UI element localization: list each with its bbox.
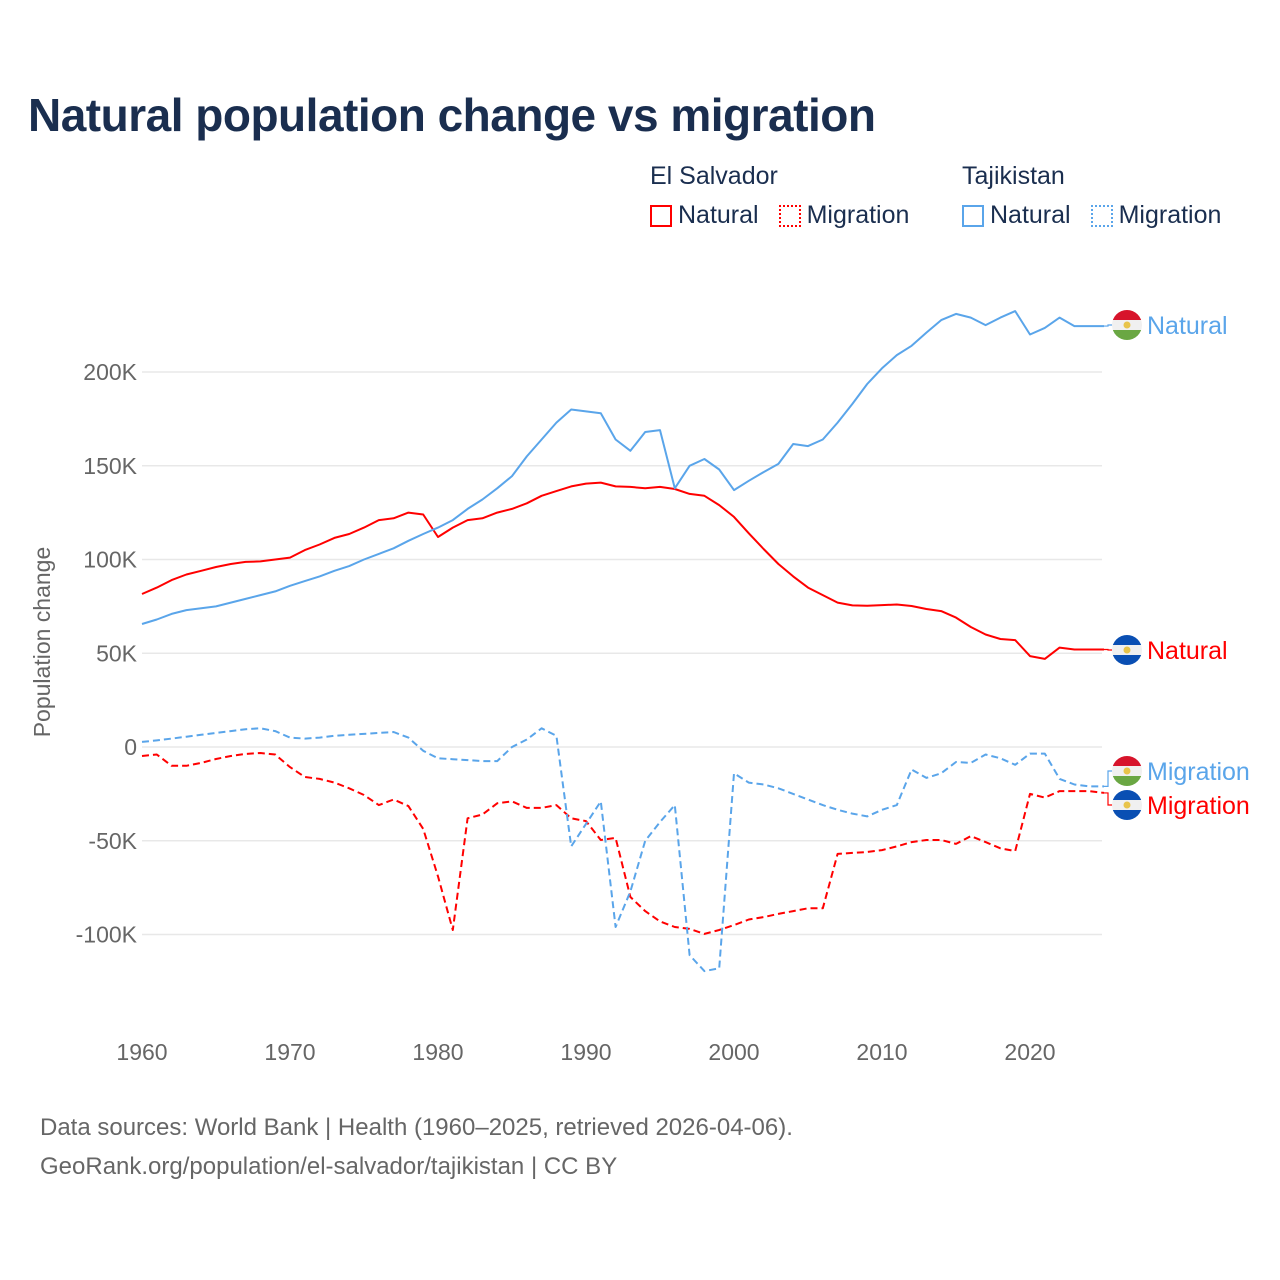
y-tick-label: 100K <box>83 547 137 573</box>
x-tick-label: 2000 <box>708 1039 759 1065</box>
y-tick-label: 0 <box>124 734 137 760</box>
legend-label: Migration <box>806 201 910 229</box>
flag-stripe <box>1112 790 1142 800</box>
flag-emblem <box>1123 801 1131 809</box>
series-line-el-salvador-migration <box>141 752 1105 935</box>
dotted-swatch-icon <box>1090 204 1113 227</box>
end-label: Natural <box>1147 312 1228 340</box>
el-salvador-flag-icon <box>1112 790 1142 820</box>
flag-stripe <box>1112 776 1142 786</box>
legend-label: Natural <box>990 201 1071 229</box>
y-tick-label: 150K <box>83 453 137 479</box>
label-connector <box>1104 770 1112 787</box>
y-tick-label: -50K <box>88 828 137 854</box>
footer: Data sources: World Bank | Health (1960–… <box>40 1108 793 1186</box>
x-tick-label: 1980 <box>412 1039 463 1065</box>
x-tick-label: 2020 <box>1004 1039 1055 1065</box>
flag-stripe <box>1112 635 1142 645</box>
dotted-swatch-icon <box>778 204 801 227</box>
label-connector <box>1104 648 1112 651</box>
tajikistan-flag-icon <box>1112 756 1142 786</box>
x-tick-label: 1990 <box>560 1039 611 1065</box>
flag-stripe <box>1112 756 1142 766</box>
solid-swatch-icon <box>650 204 672 227</box>
tajikistan-flag-icon <box>1112 310 1142 340</box>
series-line-tajikistan-migration <box>141 727 1104 973</box>
legend-item-tj-migration[interactable]: Migration <box>1090 201 1222 230</box>
x-tick-label: 1960 <box>116 1039 167 1065</box>
flag-emblem <box>1123 646 1131 654</box>
flag-stripe <box>1112 655 1142 665</box>
legend-item-es-natural[interactable]: Natural <box>650 201 759 230</box>
legend-tajikistan: Tajikistan Natural Migration <box>962 162 1221 230</box>
end-label: Migration <box>1147 792 1250 820</box>
legend-country: El Salvador <box>650 162 778 190</box>
label-connector <box>1104 324 1112 327</box>
legend-item-tj-natural[interactable]: Natural <box>962 201 1071 230</box>
legend-item-es-migration[interactable]: Migration <box>778 201 910 230</box>
legend-el-salvador: El Salvador Natural Migration <box>650 162 909 230</box>
flag-emblem <box>1123 321 1131 329</box>
data-source: Data sources: World Bank | Health (1960–… <box>40 1114 793 1141</box>
flag-stripe <box>1112 310 1142 320</box>
series-line-el-salvador-natural <box>141 481 1104 660</box>
y-tick-label: -100K <box>76 922 138 948</box>
flag-stripe <box>1112 330 1142 340</box>
el-salvador-flag-icon <box>1112 635 1142 665</box>
flag-stripe <box>1112 810 1142 820</box>
legend-label: Migration <box>1118 201 1222 229</box>
chart-title: Natural population change vs migration <box>28 89 876 141</box>
source-link[interactable]: GeoRank.org/population/el-salvador/tajik… <box>40 1153 618 1180</box>
legend-country: Tajikistan <box>962 162 1065 190</box>
flag-emblem <box>1123 767 1131 775</box>
solid-swatch-icon <box>962 204 984 227</box>
label-connector <box>1104 792 1112 806</box>
x-tick-label: 2010 <box>856 1039 907 1065</box>
series-line-tajikistan-natural <box>141 310 1104 625</box>
x-tick-label: 1970 <box>264 1039 315 1065</box>
y-tick-label: 50K <box>96 640 138 666</box>
y-tick-label: 200K <box>83 359 137 385</box>
y-axis-label: Population change <box>29 547 55 738</box>
end-label: Natural <box>1147 637 1228 665</box>
legend-label: Natural <box>678 201 759 229</box>
end-label: Migration <box>1147 758 1250 786</box>
